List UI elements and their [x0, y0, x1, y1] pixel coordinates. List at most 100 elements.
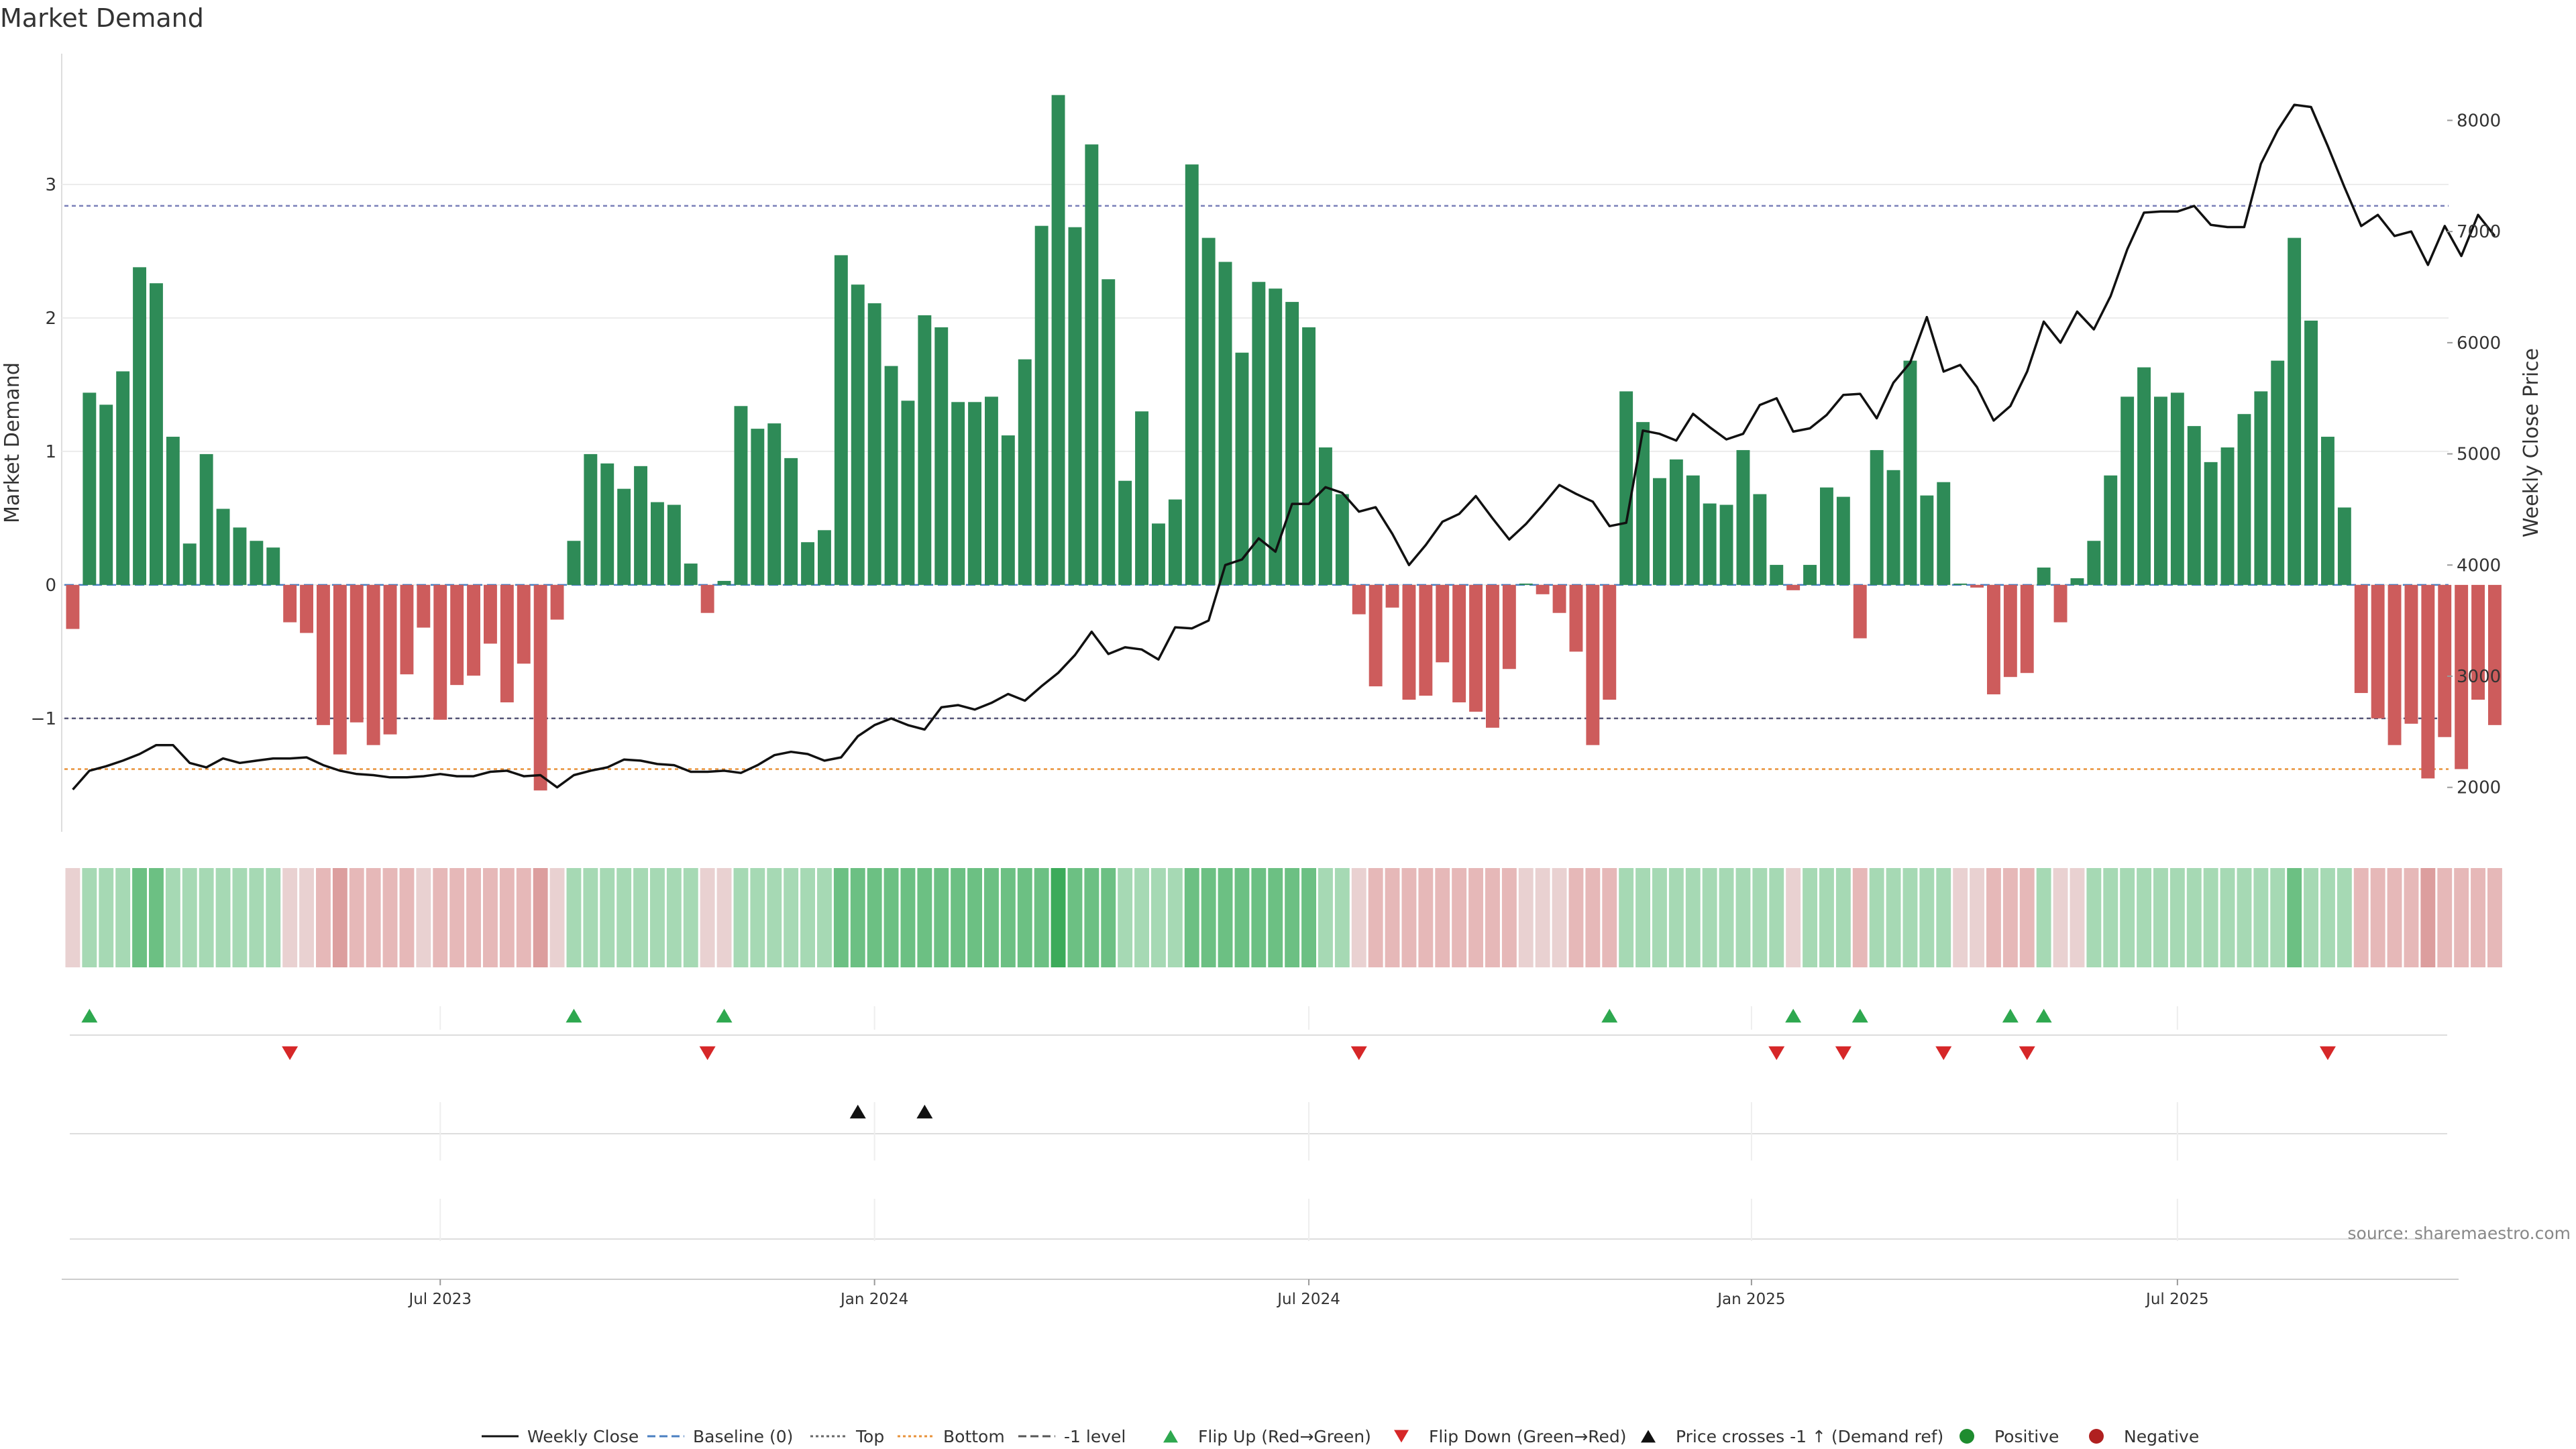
- legend-item: Positive: [1960, 1427, 2059, 1446]
- demand-bar: [1870, 449, 1884, 585]
- demand-bar: [651, 502, 664, 585]
- heat-cell: [984, 868, 999, 967]
- demand-bar: [1619, 391, 1633, 585]
- demand-bar: [1820, 487, 1833, 585]
- heat-cell: [1401, 868, 1417, 967]
- demand-bar: [1185, 164, 1199, 585]
- demand-bar: [2121, 396, 2135, 585]
- demand-bar: [1970, 584, 1984, 588]
- heat-cell: [1418, 868, 1434, 967]
- heat-cell: [1986, 868, 2001, 967]
- legend-label: Bottom: [943, 1427, 1005, 1446]
- legend-swatch: [1641, 1430, 1656, 1443]
- heat-cell: [750, 868, 765, 967]
- heat-cell: [2169, 868, 2185, 967]
- legend-label: Weekly Close: [527, 1427, 639, 1446]
- heat-cell: [934, 868, 949, 967]
- demand-bar: [2053, 584, 2068, 623]
- heat-cell: [1602, 868, 1617, 967]
- demand-bar: [1235, 352, 1249, 585]
- demand-bar: [1201, 237, 1216, 585]
- heat-cell: [65, 868, 80, 967]
- heat-cell: [1886, 868, 1901, 967]
- demand-bar: [1302, 327, 1316, 585]
- heat-cell: [1218, 868, 1233, 967]
- heat-cell: [2487, 868, 2502, 967]
- demand-bar: [266, 547, 280, 585]
- demand-bars: [66, 95, 2502, 791]
- demand-bar: [1469, 584, 1483, 712]
- legend-item: Flip Down (Green→Red): [1394, 1427, 1627, 1446]
- heat-cell: [1702, 868, 1717, 967]
- demand-bar: [2170, 392, 2184, 585]
- heat-cell: [1251, 868, 1267, 967]
- demand-bar: [818, 530, 831, 585]
- demand-bar: [1168, 499, 1182, 585]
- x-tick-label: Jul 2025: [2145, 1291, 2209, 1308]
- demand-bar: [1285, 302, 1299, 585]
- demand-bar: [1218, 262, 1232, 585]
- heat-cell: [833, 868, 849, 967]
- demand-bar: [500, 584, 514, 702]
- chart-title: Market Demand: [0, 3, 204, 33]
- demand-bar: [366, 584, 380, 745]
- heat-cell: [266, 868, 281, 967]
- demand-bar: [2438, 584, 2452, 737]
- heat-cell: [399, 868, 415, 967]
- price-cross-panel: [70, 1104, 2447, 1134]
- heat-cell: [1318, 868, 1333, 967]
- demand-bar: [1903, 360, 1917, 585]
- demand-bar: [1402, 584, 1416, 700]
- demand-bar: [1419, 584, 1433, 696]
- heat-cell: [1134, 868, 1149, 967]
- heat-cell: [2086, 868, 2102, 967]
- heat-cell: [2053, 868, 2068, 967]
- demand-bar: [2455, 584, 2469, 769]
- heat-cell: [1953, 868, 1968, 967]
- heat-cell: [1668, 868, 1684, 967]
- flip-down-marker: [699, 1046, 716, 1061]
- demand-bar: [1753, 494, 1767, 585]
- legend-item: Baseline (0): [647, 1427, 793, 1446]
- heat-cell: [232, 868, 248, 967]
- heat-cell: [1118, 868, 1133, 967]
- heat-cell: [1101, 868, 1116, 967]
- demand-bar: [734, 406, 748, 585]
- legend-swatch: [2089, 1429, 2104, 1444]
- flip-down-marker: [1350, 1046, 1367, 1061]
- demand-bar: [617, 488, 631, 585]
- heat-cell: [199, 868, 214, 967]
- heat-cell: [2120, 868, 2135, 967]
- demand-bar: [2337, 507, 2351, 585]
- demand-bar: [1703, 503, 1717, 585]
- heat-cell: [1919, 868, 1935, 967]
- heat-cell: [2019, 868, 2035, 967]
- demand-bar: [717, 580, 731, 585]
- demand-bar: [834, 255, 848, 585]
- heat-cell: [1334, 868, 1350, 967]
- heat-cell: [633, 868, 648, 967]
- heat-cell: [466, 868, 481, 967]
- demand-bar: [1502, 584, 1516, 669]
- heat-cell: [316, 868, 331, 967]
- flip-markers-panel: [70, 1008, 2447, 1061]
- demand-bar: [233, 527, 247, 585]
- demand-bar: [450, 584, 464, 686]
- legend-label: Flip Down (Green→Red): [1429, 1427, 1627, 1446]
- demand-bar: [2137, 367, 2151, 585]
- demand-bar: [216, 508, 230, 585]
- heat-cell: [666, 868, 682, 967]
- heat-cell: [1852, 868, 1868, 967]
- demand-bar: [550, 584, 564, 620]
- x-tick-label: Jul 2024: [1276, 1291, 1340, 1308]
- heat-cell: [733, 868, 749, 967]
- heat-cell: [165, 868, 180, 967]
- demand-bar: [1569, 584, 1583, 652]
- demand-bar: [66, 584, 80, 629]
- heat-cell: [2387, 868, 2402, 967]
- legend-label: -1 level: [1064, 1427, 1126, 1446]
- heat-cell: [2420, 868, 2436, 967]
- legend-label: Positive: [1994, 1427, 2059, 1446]
- heat-cell: [1518, 868, 1534, 967]
